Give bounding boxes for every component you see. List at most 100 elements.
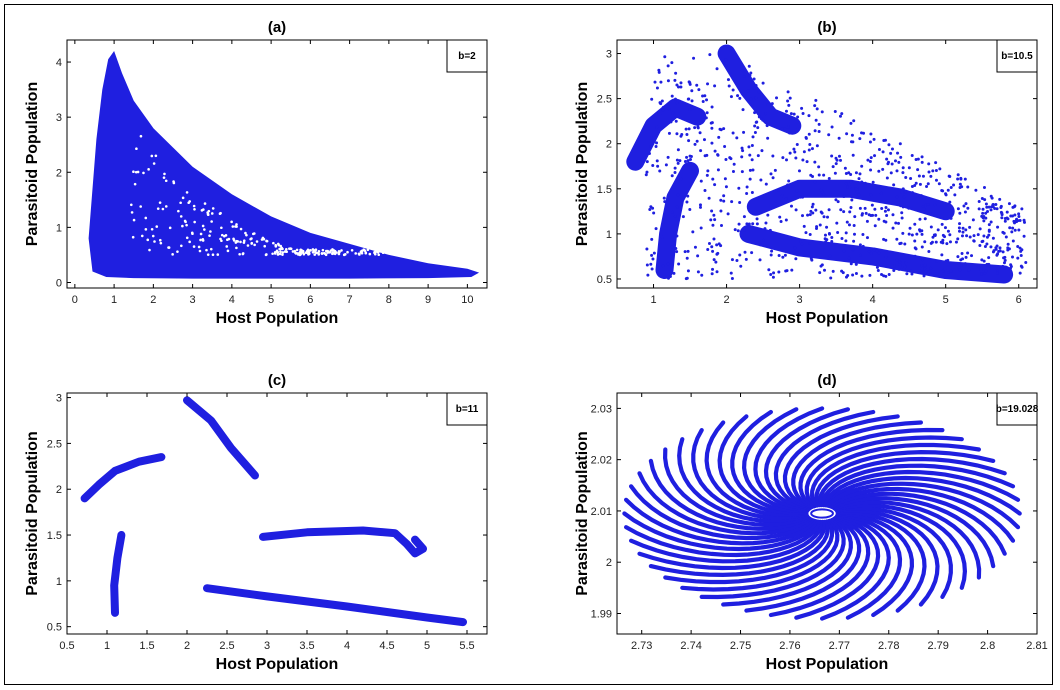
gap-dot: [317, 249, 321, 253]
spiral-arm: [825, 481, 1021, 530]
gap-dot: [203, 228, 206, 231]
gap-dot: [177, 209, 180, 213]
gap-dot: [350, 248, 354, 252]
data-point: [1002, 256, 1006, 260]
spiral-arm: [829, 491, 1007, 556]
gap-dot: [171, 253, 174, 256]
gap-dot: [322, 251, 326, 255]
annotation-box: [996, 39, 1038, 73]
data-point: [985, 242, 989, 246]
data-point: [860, 180, 864, 184]
data-point: [741, 108, 745, 112]
data-point: [735, 258, 739, 262]
data-point: [854, 271, 858, 275]
data-point: [723, 145, 727, 149]
x-axis-label: Host Population: [216, 656, 339, 673]
gap-dot: [239, 227, 243, 231]
data-point: [673, 78, 677, 82]
data-point: [813, 104, 817, 108]
data-point: [987, 205, 991, 209]
data-point: [811, 175, 815, 179]
data-point: [674, 119, 678, 123]
data-point: [901, 166, 905, 170]
data-point: [868, 273, 872, 277]
data-point: [758, 258, 762, 262]
data-point: [999, 205, 1003, 209]
data-point: [751, 222, 755, 226]
spiral-arm: [819, 463, 1016, 508]
data-point: [740, 155, 744, 159]
data-point: [920, 264, 924, 268]
data-point: [830, 125, 834, 129]
data-point: [965, 234, 969, 238]
gap-dot: [197, 245, 201, 249]
data-point: [882, 139, 886, 143]
data-point: [729, 95, 733, 99]
gap-dot: [156, 207, 160, 210]
data-point: [749, 97, 753, 101]
data-point: [917, 174, 921, 178]
data-point: [875, 249, 879, 253]
data-point: [863, 206, 867, 210]
data-point: [696, 270, 700, 274]
y-tick-label: 2.5: [597, 94, 612, 106]
data-point: [757, 90, 761, 94]
gap-dot: [279, 250, 282, 253]
data-point: [946, 258, 950, 262]
data-point: [985, 235, 989, 239]
gap-dot: [135, 147, 138, 151]
data-point: [1020, 207, 1024, 211]
data-point: [976, 265, 980, 269]
data-point: [1000, 211, 1004, 215]
data-point: [877, 147, 881, 151]
data-point: [695, 83, 699, 87]
gap-dot: [250, 241, 254, 245]
data-point: [800, 214, 804, 218]
data-point: [921, 205, 925, 209]
data-point: [753, 124, 757, 128]
data-point: [777, 270, 781, 274]
x-tick-label: 5.5: [459, 640, 474, 652]
gap-dot: [131, 235, 135, 239]
gap-dot: [379, 250, 382, 253]
data-point: [872, 137, 876, 141]
data-point: [982, 219, 986, 223]
data-point: [998, 246, 1002, 250]
data-point: [752, 86, 756, 90]
data-point: [844, 231, 848, 235]
gap-dot: [130, 211, 134, 214]
spiral-arm: [768, 515, 871, 618]
gap-dot: [274, 243, 278, 247]
spiral-arm: [699, 517, 846, 600]
data-point: [963, 210, 967, 214]
gap-dot: [329, 249, 333, 252]
data-point: [885, 214, 889, 218]
data-point: [726, 78, 730, 82]
data-point: [654, 227, 658, 231]
data-point: [962, 204, 966, 208]
data-point: [664, 163, 668, 167]
axes-box: [66, 39, 488, 289]
data-point: [1011, 226, 1015, 230]
data-point: [826, 215, 830, 219]
data-point: [959, 258, 963, 262]
data-point: [744, 257, 748, 261]
gap-dot: [313, 253, 317, 256]
data-point: [835, 158, 839, 162]
gap-dot: [307, 252, 311, 256]
data-point: [673, 231, 677, 235]
spiral-arm: [834, 506, 953, 599]
data-point: [726, 212, 730, 216]
y-tick-label: 0.5: [597, 274, 612, 286]
data-point: [693, 245, 697, 249]
gap-dot: [306, 248, 310, 252]
data-point: [746, 89, 750, 93]
annotation-text: b=2: [458, 51, 476, 62]
attractor-arm: [746, 179, 955, 221]
data-point: [996, 266, 1000, 270]
data-point: [920, 155, 924, 159]
data-point: [858, 137, 862, 141]
data-point: [754, 84, 758, 88]
orbit-segment: [203, 584, 467, 627]
gap-dot: [234, 241, 238, 244]
